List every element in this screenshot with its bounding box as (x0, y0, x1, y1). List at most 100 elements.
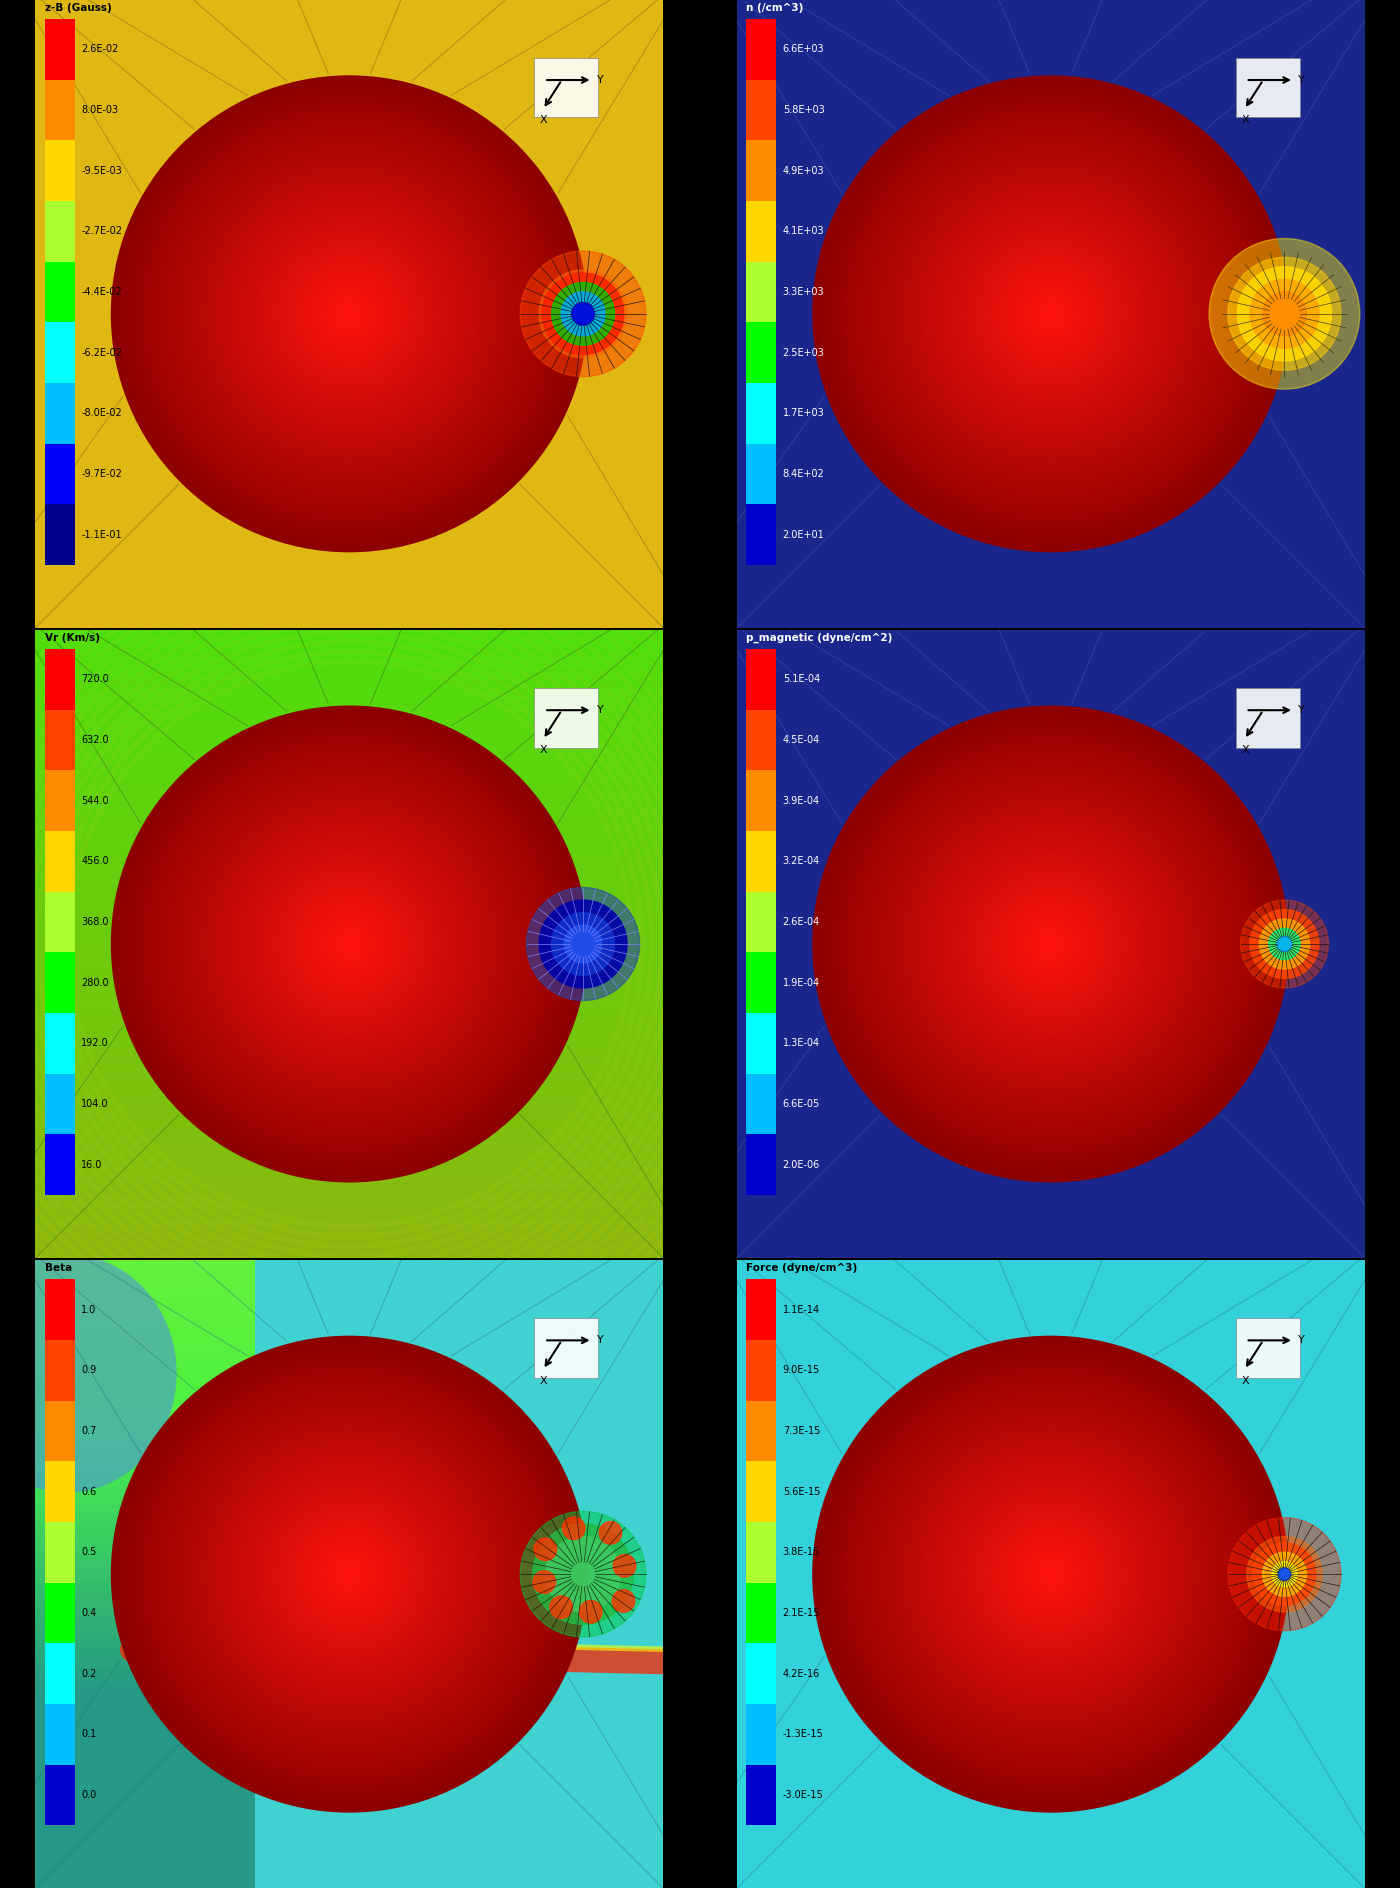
Circle shape (179, 1405, 519, 1745)
Circle shape (143, 108, 556, 519)
Circle shape (291, 255, 407, 372)
Circle shape (853, 115, 1249, 512)
Circle shape (342, 306, 357, 321)
Circle shape (850, 1374, 1252, 1775)
Circle shape (941, 204, 1161, 425)
Circle shape (211, 1437, 487, 1712)
Bar (35, 1593, 255, 1599)
Circle shape (225, 191, 473, 436)
Circle shape (151, 746, 547, 1142)
Circle shape (879, 772, 1222, 1116)
Circle shape (878, 772, 1224, 1116)
Bar (35, 1052, 664, 1057)
Circle shape (979, 242, 1123, 387)
Circle shape (883, 776, 1218, 1112)
Circle shape (820, 85, 1281, 544)
Circle shape (220, 1444, 479, 1703)
Circle shape (311, 1535, 388, 1612)
Circle shape (886, 149, 1215, 478)
Circle shape (841, 104, 1260, 523)
Circle shape (1026, 919, 1075, 969)
Circle shape (315, 908, 384, 980)
Circle shape (882, 145, 1219, 481)
Circle shape (1007, 270, 1095, 357)
Circle shape (168, 763, 531, 1125)
Circle shape (983, 245, 1119, 381)
Circle shape (249, 844, 449, 1044)
Circle shape (948, 211, 1154, 417)
Circle shape (258, 1482, 441, 1667)
Circle shape (965, 1488, 1137, 1661)
Circle shape (137, 733, 561, 1155)
Circle shape (932, 1456, 1169, 1692)
Circle shape (1043, 306, 1058, 321)
Circle shape (823, 717, 1278, 1171)
Circle shape (112, 1337, 587, 1811)
Circle shape (185, 780, 514, 1108)
Bar (35, 844, 664, 850)
Circle shape (290, 1516, 409, 1633)
Circle shape (862, 126, 1239, 502)
Circle shape (161, 757, 538, 1131)
Text: 368.0: 368.0 (81, 918, 109, 927)
Circle shape (977, 870, 1124, 1018)
Circle shape (937, 200, 1165, 429)
Circle shape (953, 217, 1148, 412)
Circle shape (316, 281, 382, 347)
Circle shape (330, 1556, 368, 1592)
Circle shape (875, 768, 1226, 1120)
Circle shape (839, 102, 1263, 525)
Circle shape (234, 198, 465, 429)
Circle shape (1277, 936, 1292, 952)
Circle shape (231, 1456, 468, 1692)
Circle shape (871, 763, 1231, 1125)
Circle shape (316, 912, 382, 976)
Circle shape (986, 878, 1116, 1010)
Circle shape (129, 723, 570, 1165)
Circle shape (293, 887, 406, 1001)
Circle shape (941, 1463, 1161, 1684)
Circle shape (921, 185, 1180, 444)
Circle shape (276, 870, 423, 1018)
Circle shape (181, 145, 518, 481)
Circle shape (906, 168, 1196, 459)
Circle shape (311, 276, 388, 351)
Circle shape (235, 200, 463, 427)
Circle shape (959, 1482, 1142, 1667)
Text: 6.6E+03: 6.6E+03 (783, 43, 825, 55)
Circle shape (248, 213, 451, 415)
Circle shape (959, 223, 1142, 406)
Circle shape (130, 1356, 568, 1794)
Bar (35, 1429, 255, 1437)
Circle shape (223, 818, 476, 1070)
Circle shape (323, 287, 375, 340)
Circle shape (325, 1550, 374, 1597)
Circle shape (885, 1408, 1217, 1739)
Circle shape (281, 245, 417, 381)
Circle shape (897, 160, 1204, 466)
Bar (35, 1763, 255, 1769)
Circle shape (183, 149, 515, 480)
Circle shape (948, 1471, 1154, 1678)
Circle shape (825, 87, 1277, 540)
Circle shape (847, 1371, 1254, 1778)
Circle shape (195, 1420, 504, 1728)
Bar (45, 140, 76, 200)
Circle shape (304, 1529, 395, 1620)
Circle shape (319, 914, 379, 974)
Circle shape (855, 1380, 1246, 1769)
Circle shape (314, 278, 385, 349)
Circle shape (949, 842, 1152, 1046)
Circle shape (319, 1544, 379, 1605)
Circle shape (329, 923, 370, 965)
Circle shape (969, 232, 1133, 396)
Circle shape (287, 882, 412, 1006)
Circle shape (224, 1450, 475, 1699)
Circle shape (899, 793, 1203, 1095)
Circle shape (872, 1395, 1229, 1752)
Circle shape (146, 1371, 553, 1778)
Circle shape (154, 750, 545, 1138)
Circle shape (1228, 1518, 1341, 1631)
Circle shape (126, 1352, 573, 1797)
Circle shape (844, 1369, 1257, 1780)
